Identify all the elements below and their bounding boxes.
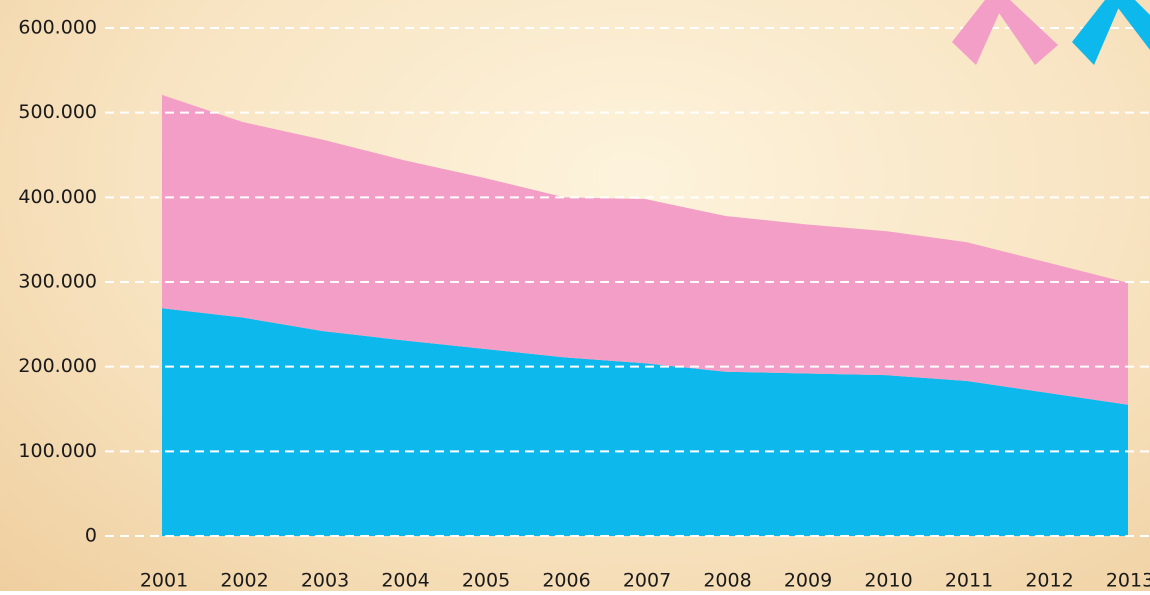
y-tick-label: 100.000 <box>18 440 97 462</box>
y-tick-label: 600.000 <box>18 17 97 39</box>
logo <box>952 0 1150 65</box>
x-tick-label: 2010 <box>864 570 912 592</box>
y-tick-label: 300.000 <box>18 271 97 293</box>
x-tick-label: 2013 <box>1106 570 1150 592</box>
x-tick-label: 2003 <box>301 570 349 592</box>
x-tick-label: 2006 <box>542 570 590 592</box>
x-tick-label: 2012 <box>1025 570 1073 592</box>
logo-shape <box>1072 0 1122 65</box>
x-tick-label: 2007 <box>623 570 671 592</box>
x-tick-label: 2001 <box>140 570 188 592</box>
x-tick-label: 2005 <box>462 570 510 592</box>
y-tick-label: 500.000 <box>18 101 97 123</box>
x-tick-label: 2011 <box>945 570 993 592</box>
logo-shape <box>990 0 1058 65</box>
y-tick-label: 0 <box>85 525 97 547</box>
y-tick-label: 200.000 <box>18 355 97 377</box>
x-tick-label: 2009 <box>784 570 832 592</box>
y-tick-label: 400.000 <box>18 186 97 208</box>
logo-shape <box>952 0 1005 65</box>
area <box>162 94 1128 405</box>
area <box>162 308 1128 536</box>
x-tick-label: 2008 <box>703 570 751 592</box>
x-tick-label: 2004 <box>381 570 429 592</box>
logo-shape <box>1112 0 1150 50</box>
x-tick-label: 2002 <box>220 570 268 592</box>
